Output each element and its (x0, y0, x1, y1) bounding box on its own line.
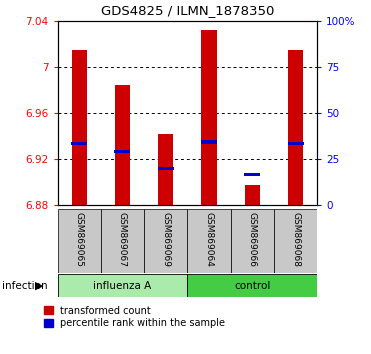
Bar (244, 173, 260, 176)
Bar (158, 167, 174, 170)
Bar (158, 134, 173, 205)
Text: ▶: ▶ (35, 281, 44, 291)
Bar (187, 209, 231, 273)
Bar (101, 209, 144, 273)
Text: GSM869069: GSM869069 (161, 212, 170, 267)
Text: control: control (234, 281, 270, 291)
Text: influenza A: influenza A (93, 281, 152, 291)
Bar (274, 209, 317, 273)
Bar (58, 209, 101, 273)
Text: infection: infection (2, 281, 47, 291)
Text: GSM869067: GSM869067 (118, 212, 127, 267)
Bar (288, 142, 303, 145)
Text: GSM869066: GSM869066 (248, 212, 257, 267)
Bar (231, 209, 274, 273)
Bar (245, 184, 260, 205)
Bar (58, 274, 187, 297)
Bar (288, 50, 303, 205)
Bar (72, 50, 87, 205)
Text: GSM869068: GSM869068 (291, 212, 300, 267)
Title: GDS4825 / ILMN_1878350: GDS4825 / ILMN_1878350 (101, 4, 274, 17)
Bar (201, 141, 217, 144)
Bar (71, 142, 87, 145)
Legend: transformed count, percentile rank within the sample: transformed count, percentile rank withi… (44, 306, 225, 328)
Bar (144, 209, 187, 273)
Text: GSM869065: GSM869065 (75, 212, 83, 267)
Bar (201, 30, 217, 205)
Text: GSM869064: GSM869064 (204, 212, 213, 267)
Bar (115, 150, 130, 153)
Bar (115, 85, 130, 205)
Bar (187, 274, 317, 297)
